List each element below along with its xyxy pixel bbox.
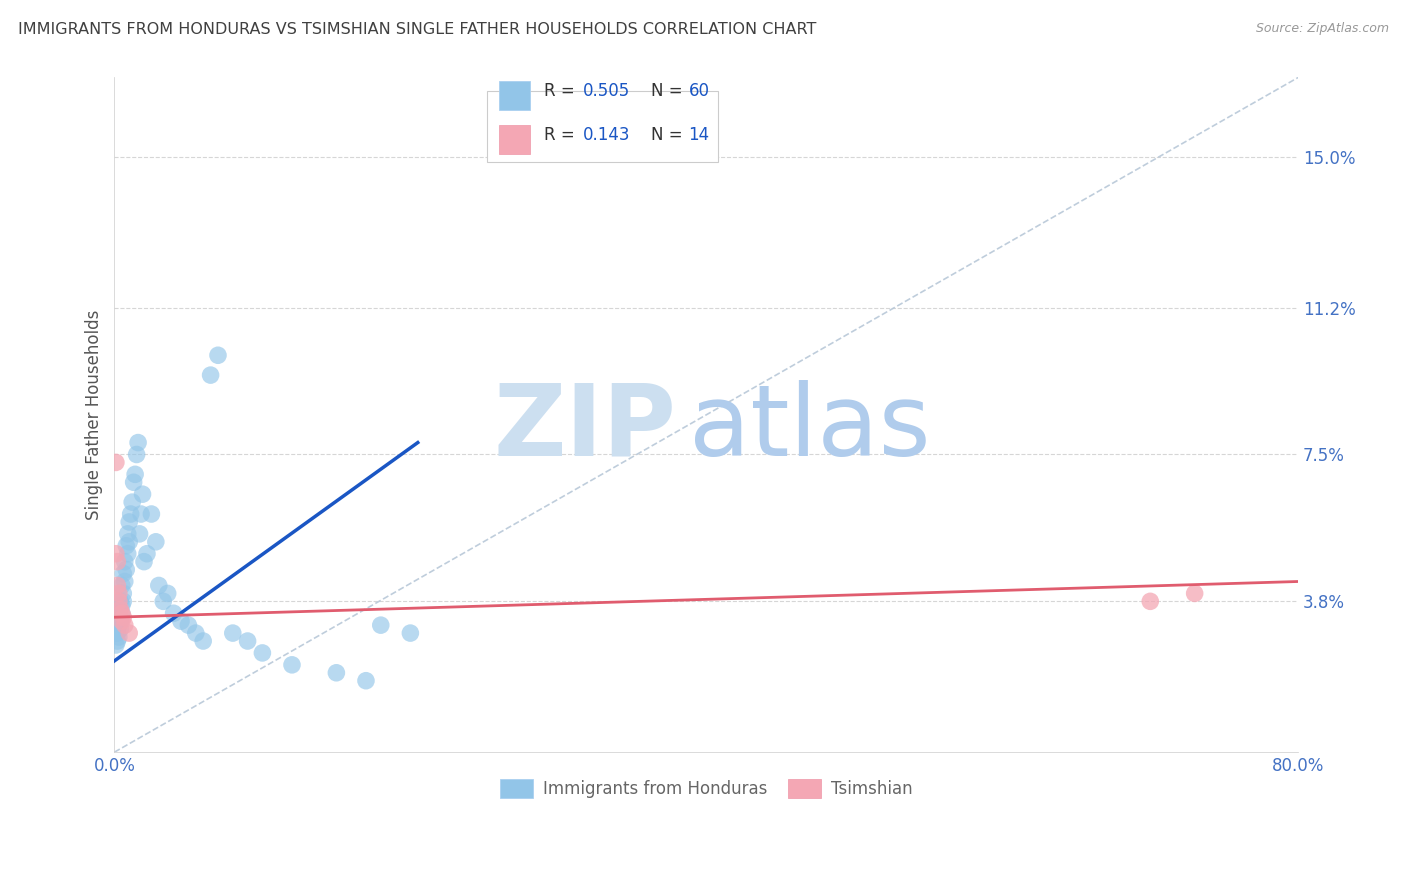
- Text: N =: N =: [651, 82, 688, 100]
- Text: atlas: atlas: [689, 380, 931, 477]
- Text: 0.143: 0.143: [583, 126, 631, 144]
- Point: [370, 618, 392, 632]
- Point: [115, 539, 138, 553]
- Point: [114, 618, 136, 632]
- Point: [104, 455, 127, 469]
- Point: [111, 578, 134, 592]
- Point: [105, 606, 128, 620]
- Point: [118, 626, 141, 640]
- Point: [104, 626, 127, 640]
- Point: [184, 626, 207, 640]
- Text: N =: N =: [651, 126, 693, 144]
- Point: [127, 435, 149, 450]
- Point: [399, 626, 422, 640]
- Point: [108, 618, 131, 632]
- Point: [105, 622, 128, 636]
- Text: 60: 60: [689, 82, 710, 100]
- Point: [117, 547, 139, 561]
- Point: [131, 487, 153, 501]
- Point: [120, 507, 142, 521]
- Point: [148, 578, 170, 592]
- Point: [141, 507, 163, 521]
- Point: [110, 622, 132, 636]
- Point: [129, 507, 152, 521]
- Point: [222, 626, 245, 640]
- Point: [108, 586, 131, 600]
- Point: [104, 614, 127, 628]
- Point: [111, 606, 134, 620]
- Y-axis label: Single Father Households: Single Father Households: [86, 310, 103, 520]
- Text: Source: ZipAtlas.com: Source: ZipAtlas.com: [1256, 22, 1389, 36]
- Point: [252, 646, 274, 660]
- Point: [145, 534, 167, 549]
- Point: [105, 626, 128, 640]
- Point: [1184, 586, 1206, 600]
- Point: [132, 555, 155, 569]
- Point: [108, 602, 131, 616]
- Point: [105, 555, 128, 569]
- Point: [111, 606, 134, 620]
- Point: [121, 495, 143, 509]
- Point: [156, 586, 179, 600]
- Point: [236, 634, 259, 648]
- FancyBboxPatch shape: [499, 126, 530, 153]
- Point: [200, 368, 222, 383]
- Point: [136, 547, 159, 561]
- Point: [115, 563, 138, 577]
- Point: [122, 475, 145, 490]
- Point: [112, 594, 135, 608]
- Point: [162, 606, 184, 620]
- Point: [177, 618, 200, 632]
- Point: [105, 578, 128, 592]
- Point: [207, 348, 229, 362]
- Point: [112, 586, 135, 600]
- Point: [112, 610, 135, 624]
- Point: [111, 614, 134, 628]
- Point: [170, 614, 193, 628]
- Point: [193, 634, 215, 648]
- Point: [104, 638, 127, 652]
- Point: [108, 594, 131, 608]
- Text: ZIP: ZIP: [494, 380, 676, 477]
- Text: R =: R =: [544, 126, 585, 144]
- Point: [128, 527, 150, 541]
- Point: [110, 594, 132, 608]
- Text: R =: R =: [544, 82, 581, 100]
- Point: [104, 547, 127, 561]
- Point: [125, 448, 148, 462]
- Point: [105, 634, 128, 648]
- Point: [1139, 594, 1161, 608]
- Point: [108, 630, 131, 644]
- Point: [114, 555, 136, 569]
- Point: [118, 534, 141, 549]
- Point: [118, 515, 141, 529]
- Point: [152, 594, 174, 608]
- Point: [110, 614, 132, 628]
- Text: IMMIGRANTS FROM HONDURAS VS TSIMSHIAN SINGLE FATHER HOUSEHOLDS CORRELATION CHART: IMMIGRANTS FROM HONDURAS VS TSIMSHIAN SI…: [18, 22, 817, 37]
- Point: [117, 527, 139, 541]
- Point: [281, 657, 304, 672]
- Point: [105, 614, 128, 628]
- FancyBboxPatch shape: [499, 81, 530, 110]
- Point: [325, 665, 347, 680]
- Point: [354, 673, 377, 688]
- Point: [124, 467, 146, 482]
- Legend: Immigrants from Honduras, Tsimshian: Immigrants from Honduras, Tsimshian: [494, 772, 920, 805]
- Text: 0.505: 0.505: [583, 82, 630, 100]
- Point: [110, 602, 132, 616]
- Point: [112, 566, 135, 581]
- Point: [111, 599, 134, 613]
- Text: 14: 14: [689, 126, 710, 144]
- Point: [114, 574, 136, 589]
- Point: [108, 610, 131, 624]
- FancyBboxPatch shape: [488, 91, 718, 161]
